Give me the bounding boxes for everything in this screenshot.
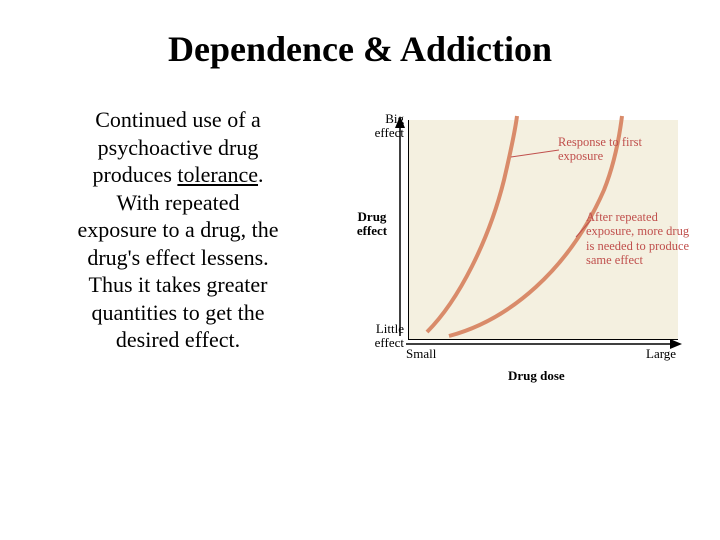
y-axis-title: Drug effect bbox=[348, 210, 396, 239]
slide-title: Dependence & Addiction bbox=[0, 0, 720, 80]
content-row: Continued use of a psychoactive drug pro… bbox=[0, 80, 720, 390]
body-line: quantities to get the bbox=[92, 300, 265, 325]
body-line: drug's effect lessens. bbox=[87, 245, 268, 270]
x-axis-title: Drug dose bbox=[508, 368, 565, 384]
tolerance-chart: Big effect Drug effect Little effect Sma… bbox=[338, 100, 688, 390]
y-label-bottom: Little effect bbox=[366, 322, 404, 351]
body-line: desired effect. bbox=[116, 327, 240, 352]
annot-pointer bbox=[511, 150, 559, 157]
slide: Dependence & Addiction Continued use of … bbox=[0, 0, 720, 540]
annotation-first-exposure: Response to first exposure bbox=[558, 135, 678, 164]
tolerance-term: tolerance bbox=[177, 162, 258, 187]
body-text: Continued use of a psychoactive drug pro… bbox=[28, 100, 328, 354]
x-label-right: Large bbox=[646, 346, 676, 362]
body-line: exposure to a drug, the bbox=[78, 217, 279, 242]
y-label-top: Big effect bbox=[366, 112, 404, 141]
x-label-left: Small bbox=[406, 346, 436, 362]
curve-first-exposure bbox=[427, 116, 517, 332]
annotation-after-repeated: After repeated exposure, more drug is ne… bbox=[586, 210, 696, 268]
body-line: Thus it takes greater bbox=[89, 272, 268, 297]
body-line: psychoactive drug bbox=[98, 135, 259, 160]
body-line: With repeated bbox=[116, 190, 239, 215]
body-line: produces bbox=[92, 162, 177, 187]
body-line: . bbox=[258, 162, 264, 187]
body-line: Continued use of a bbox=[95, 107, 261, 132]
